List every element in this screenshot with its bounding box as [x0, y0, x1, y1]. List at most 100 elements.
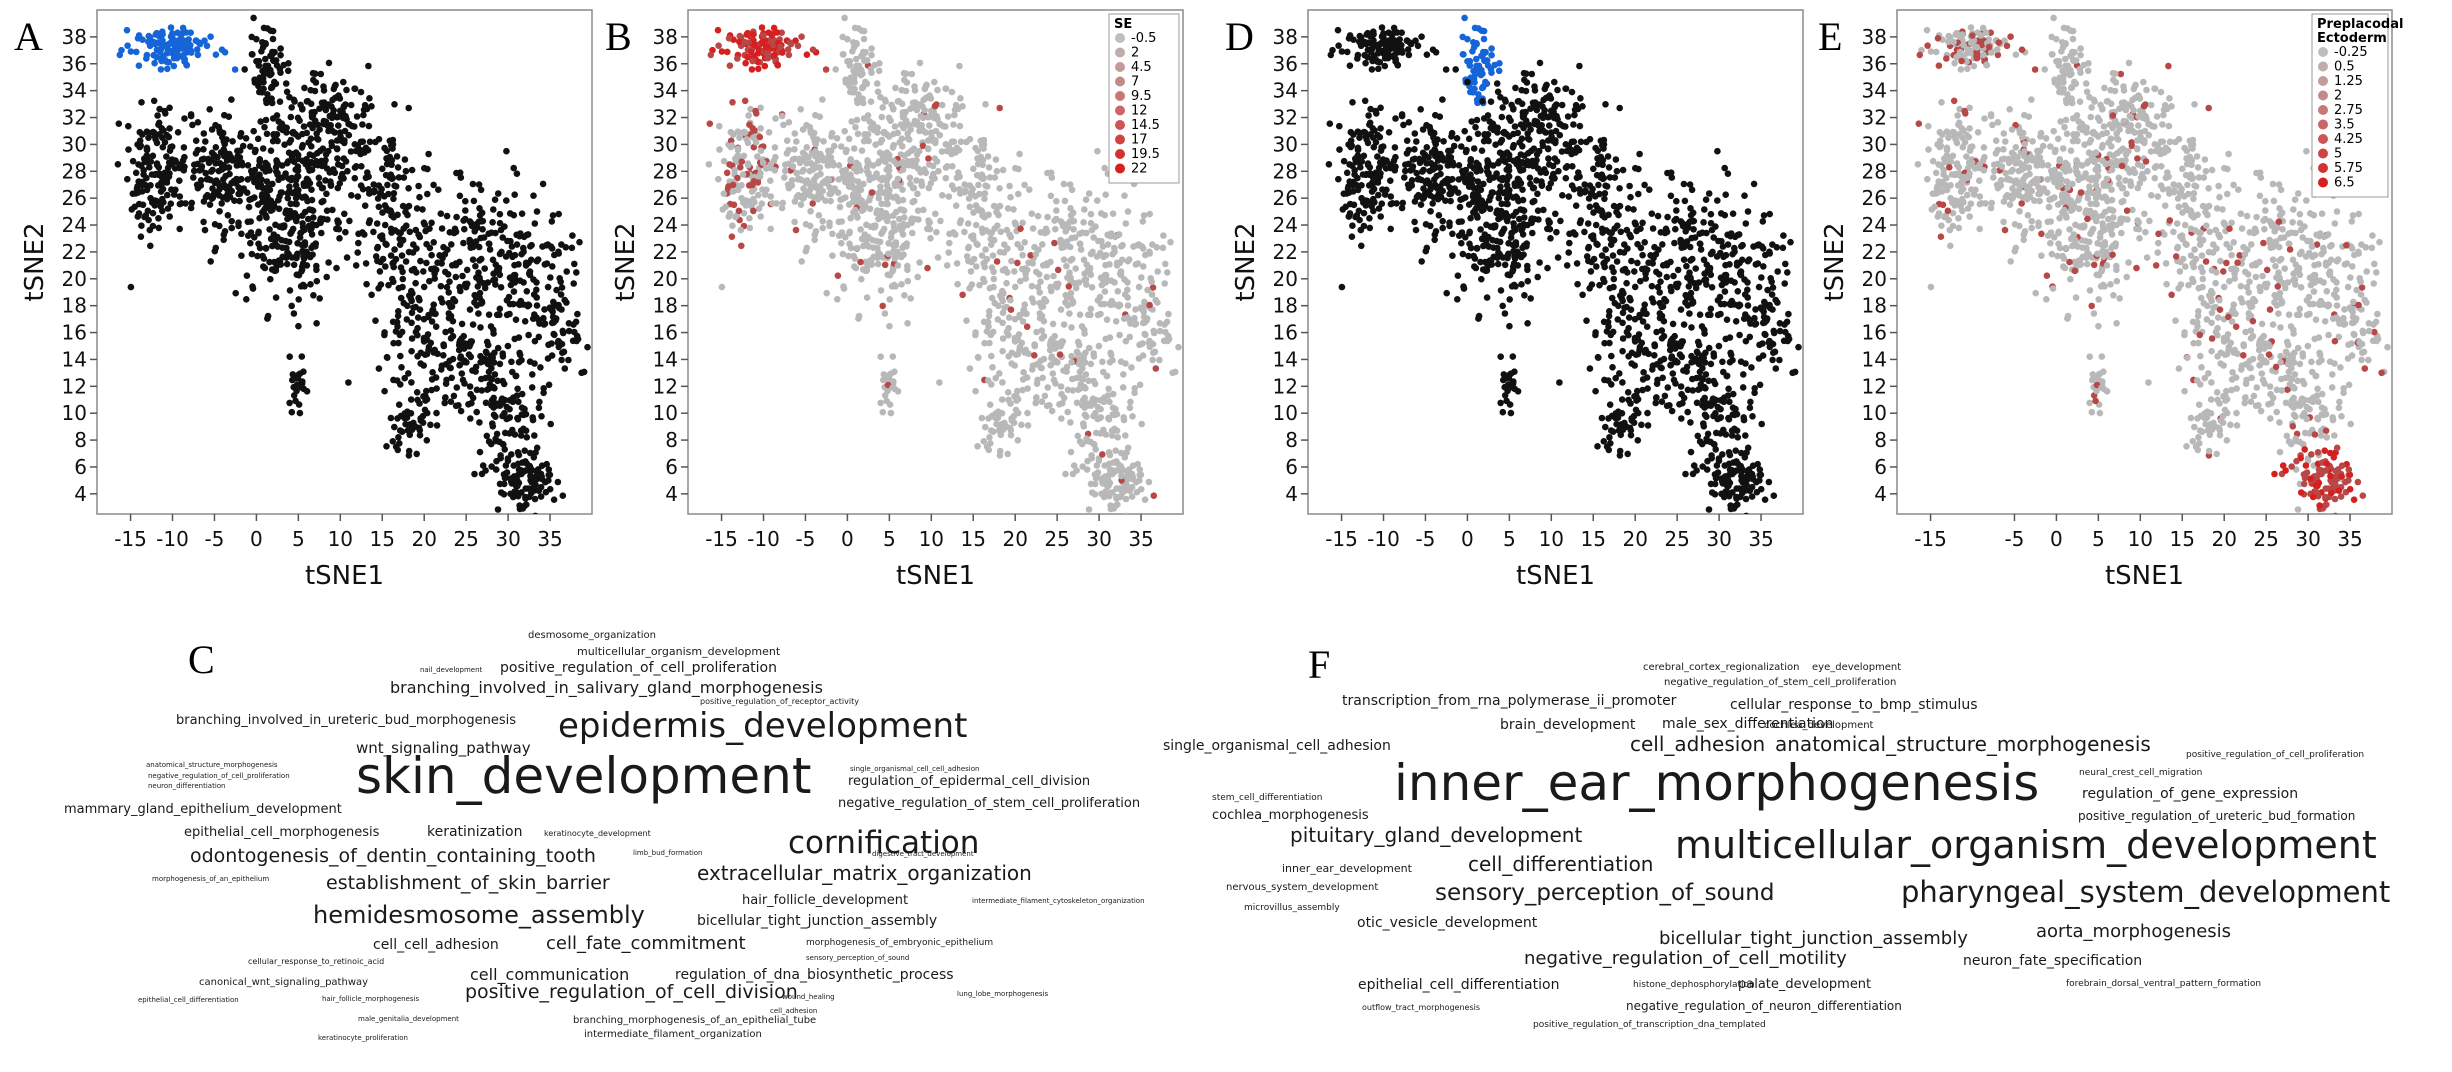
data-point: [855, 184, 862, 191]
data-point: [237, 129, 245, 137]
data-point: [381, 144, 388, 152]
y-tick-label: 8: [665, 428, 678, 452]
data-point: [907, 180, 914, 188]
data-point: [297, 101, 304, 109]
data-point: [378, 232, 386, 239]
data-point: [402, 167, 410, 175]
data-point: [1125, 256, 1133, 263]
data-point: [1508, 101, 1515, 109]
data-point: [1076, 356, 1084, 364]
x-tick-label: -10: [747, 527, 780, 551]
data-point: [1465, 183, 1473, 190]
data-point: [834, 189, 842, 196]
data-point: [901, 292, 908, 299]
data-point: [298, 384, 306, 391]
data-point: [985, 415, 992, 422]
data-point: [1478, 71, 1485, 78]
data-point: [872, 141, 879, 148]
data-point: [987, 235, 994, 243]
data-point: [978, 414, 986, 422]
data-point: [512, 372, 520, 380]
data-point: [573, 337, 580, 345]
data-point: [1119, 489, 1126, 497]
data-point: [868, 45, 875, 52]
data-point: [213, 177, 220, 184]
x-tick-label: 5: [883, 527, 896, 551]
data-point: [865, 169, 872, 177]
data-point: [288, 302, 296, 310]
data-point: [492, 435, 499, 443]
data-point: [247, 229, 255, 236]
data-point: [166, 213, 173, 220]
data-point: [916, 259, 923, 266]
data-point: [1355, 207, 1363, 215]
data-point: [1452, 66, 1459, 73]
data-point: [726, 62, 734, 69]
data-point: [880, 376, 887, 384]
data-point: [500, 380, 508, 388]
data-point: [387, 225, 395, 233]
data-point: [522, 493, 529, 501]
data-point: [1467, 214, 1474, 222]
data-point: [408, 379, 415, 386]
data-point: [959, 291, 966, 299]
data-point: [159, 178, 167, 185]
data-point: [812, 148, 819, 155]
data-point: [951, 106, 959, 114]
data-point: [1114, 434, 1122, 441]
data-point: [879, 302, 886, 310]
data-point: [462, 197, 469, 205]
data-point: [898, 281, 905, 288]
data-point: [807, 222, 814, 230]
data-point: [482, 348, 490, 356]
y-tick-label: 16: [653, 321, 678, 345]
data-point: [484, 386, 491, 394]
data-point: [488, 229, 495, 236]
data-point: [307, 86, 315, 94]
data-point: [496, 271, 504, 279]
data-point: [1514, 98, 1522, 105]
data-point: [420, 219, 428, 226]
data-point: [1545, 161, 1553, 168]
data-point: [892, 239, 900, 246]
data-point: [911, 83, 918, 90]
data-point: [1412, 226, 1420, 234]
data-point: [413, 389, 421, 396]
data-point: [812, 152, 819, 160]
data-point: [538, 462, 546, 470]
data-point: [358, 163, 365, 170]
data-point: [135, 210, 143, 217]
data-point: [919, 127, 927, 134]
data-point: [932, 137, 939, 144]
data-point: [1466, 62, 1474, 69]
data-point: [457, 354, 464, 362]
data-point: [333, 264, 340, 272]
legend-swatch: [1115, 163, 1125, 174]
data-point: [550, 298, 557, 306]
data-point: [861, 200, 869, 208]
data-point: [167, 200, 175, 207]
data-point: [1148, 291, 1156, 298]
data-point: [521, 447, 528, 455]
data-point: [1533, 106, 1541, 114]
data-point: [445, 289, 453, 296]
data-point: [1119, 241, 1126, 249]
data-point: [1431, 236, 1438, 244]
data-point: [1401, 174, 1408, 181]
data-point: [901, 214, 908, 221]
y-tick-label: 18: [62, 294, 87, 318]
data-point: [1366, 121, 1373, 128]
data-point: [207, 176, 214, 184]
data-point: [528, 241, 535, 249]
data-point: [1368, 66, 1376, 73]
data-point: [503, 415, 511, 423]
data-point: [914, 190, 921, 198]
data-point: [533, 314, 540, 321]
data-point: [1491, 61, 1498, 69]
data-point: [290, 175, 298, 183]
data-point: [741, 97, 749, 105]
data-point: [202, 169, 209, 177]
data-point: [1159, 244, 1167, 252]
data-point: [1136, 341, 1143, 349]
data-point: [476, 419, 483, 426]
